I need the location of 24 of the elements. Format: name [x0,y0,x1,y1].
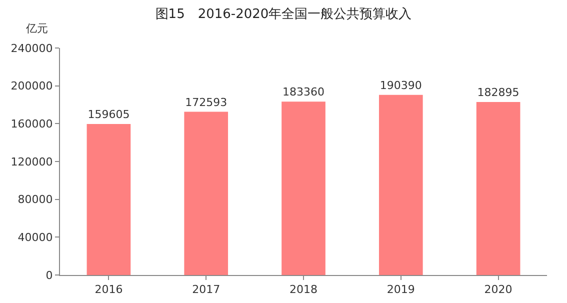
bar [184,112,228,275]
x-tick-label: 2016 [94,283,123,296]
y-tick-label: 160000 [10,118,53,131]
data-label: 172593 [185,96,228,109]
bar [378,94,423,275]
data-label: 190390 [380,78,422,92]
data-label: 159605 [88,108,130,122]
y-tick-label: 40000 [18,231,53,244]
y-tick-label: 120000 [10,155,53,168]
y-tick-label: 240000 [10,42,53,55]
bar [86,124,131,275]
x-tick-label: 2019 [386,283,415,296]
chart-title: 图15 2016-2020年全国一般公共预算收入 [155,7,412,22]
data-label: 182895 [477,86,520,100]
y-tick-label: 0 [46,268,53,282]
bar [282,102,326,275]
y-tick-label: 200000 [10,80,53,93]
x-tick-label: 2017 [192,283,220,296]
y-axis-title: 亿元 [25,22,48,35]
bar [476,102,520,275]
y-tick-label: 80000 [18,193,53,206]
x-tick-label: 2018 [290,283,318,296]
x-tick-label: 2020 [484,283,512,296]
data-label: 183360 [282,86,324,99]
